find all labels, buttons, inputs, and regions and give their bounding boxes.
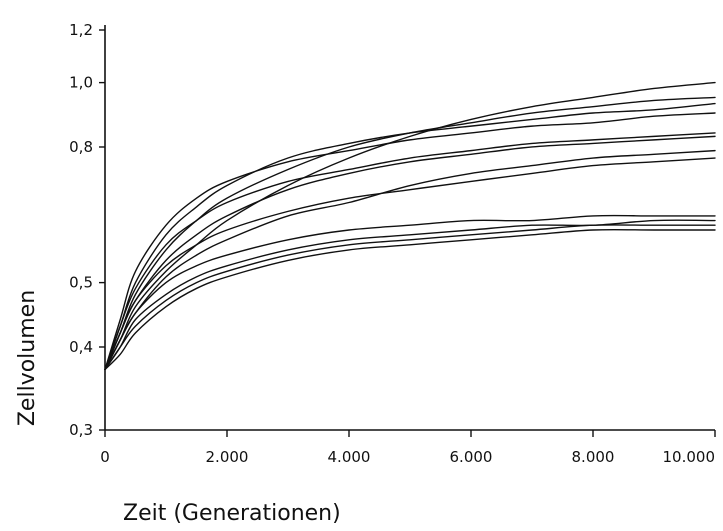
x-tick-label: 2.000 [206, 448, 249, 466]
ticks-layer: 0,3 0,4 0,5 0,8 1,0 1,2 0 2.000 4.000 6.000 8.000 1… [69, 21, 716, 466]
series-line-8 [104, 157, 716, 371]
y-axis-title: Zellvolumen [15, 290, 40, 426]
series-line-1 [104, 81, 716, 371]
y-tick-label: 0,5 [69, 274, 93, 292]
series-line-3 [104, 102, 716, 371]
y-tick-label: 0,3 [69, 421, 93, 439]
series-layer [104, 81, 716, 371]
y-tick-label: 1,2 [69, 21, 93, 39]
y-tick-label: 1,0 [69, 74, 93, 92]
series-line-4 [104, 112, 716, 371]
series-line-6 [104, 135, 716, 371]
x-tick-label: 8.000 [572, 448, 615, 466]
y-tick-label: 0,4 [69, 338, 93, 356]
series-line-2 [104, 96, 716, 371]
series-line-11 [104, 224, 716, 371]
x-tick-label: 4.000 [328, 448, 371, 466]
series-line-5 [104, 132, 716, 371]
series-line-10 [104, 219, 716, 371]
x-tick-label: 6.000 [450, 448, 493, 466]
y-tick-label: 0,8 [69, 138, 93, 156]
series-line-7 [104, 149, 716, 371]
series-line-12 [104, 228, 716, 371]
x-axis-title: Zeit (Generationen) [123, 501, 341, 526]
series-line-9 [104, 214, 716, 371]
x-tick-label: 10.000 [663, 448, 716, 466]
x-tick-label: 0 [100, 448, 110, 466]
